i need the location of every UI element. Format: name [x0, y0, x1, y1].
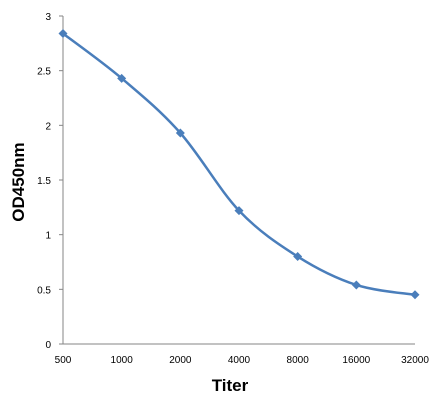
y-tick-label: 1.5 [37, 176, 51, 187]
data-point [58, 28, 68, 38]
series-line [62, 32, 416, 297]
x-axis: 500 1000 2000 4000 8000 16000 32000 [55, 343, 429, 366]
x-tick-label: 2000 [169, 355, 192, 366]
y-tick-label: 2.5 [37, 67, 51, 78]
x-tick-label: 4000 [228, 355, 251, 366]
y-tick-label: 2 [45, 121, 51, 132]
series [58, 28, 420, 300]
y-axis: 0 0.5 1 1.5 2 2.5 3 [37, 12, 64, 351]
y-axis-title: OD450nm [9, 142, 28, 221]
x-tick-label: 500 [55, 355, 72, 366]
data-point [410, 290, 420, 300]
y-tick-label: 3 [45, 12, 51, 23]
x-tick-label: 32000 [401, 355, 429, 366]
x-tick-label: 16000 [342, 355, 370, 366]
y-tick-label: 1 [45, 231, 51, 242]
y-tick-label: 0 [45, 340, 51, 351]
x-axis-title: Titer [212, 376, 249, 395]
data-point [293, 252, 303, 262]
y-tick-label: 0.5 [37, 285, 51, 296]
data-point [351, 280, 361, 290]
x-tick-label: 8000 [287, 355, 310, 366]
x-tick-label: 1000 [111, 355, 134, 366]
data-point [117, 73, 127, 83]
data-point [175, 128, 185, 138]
data-point [234, 206, 244, 216]
